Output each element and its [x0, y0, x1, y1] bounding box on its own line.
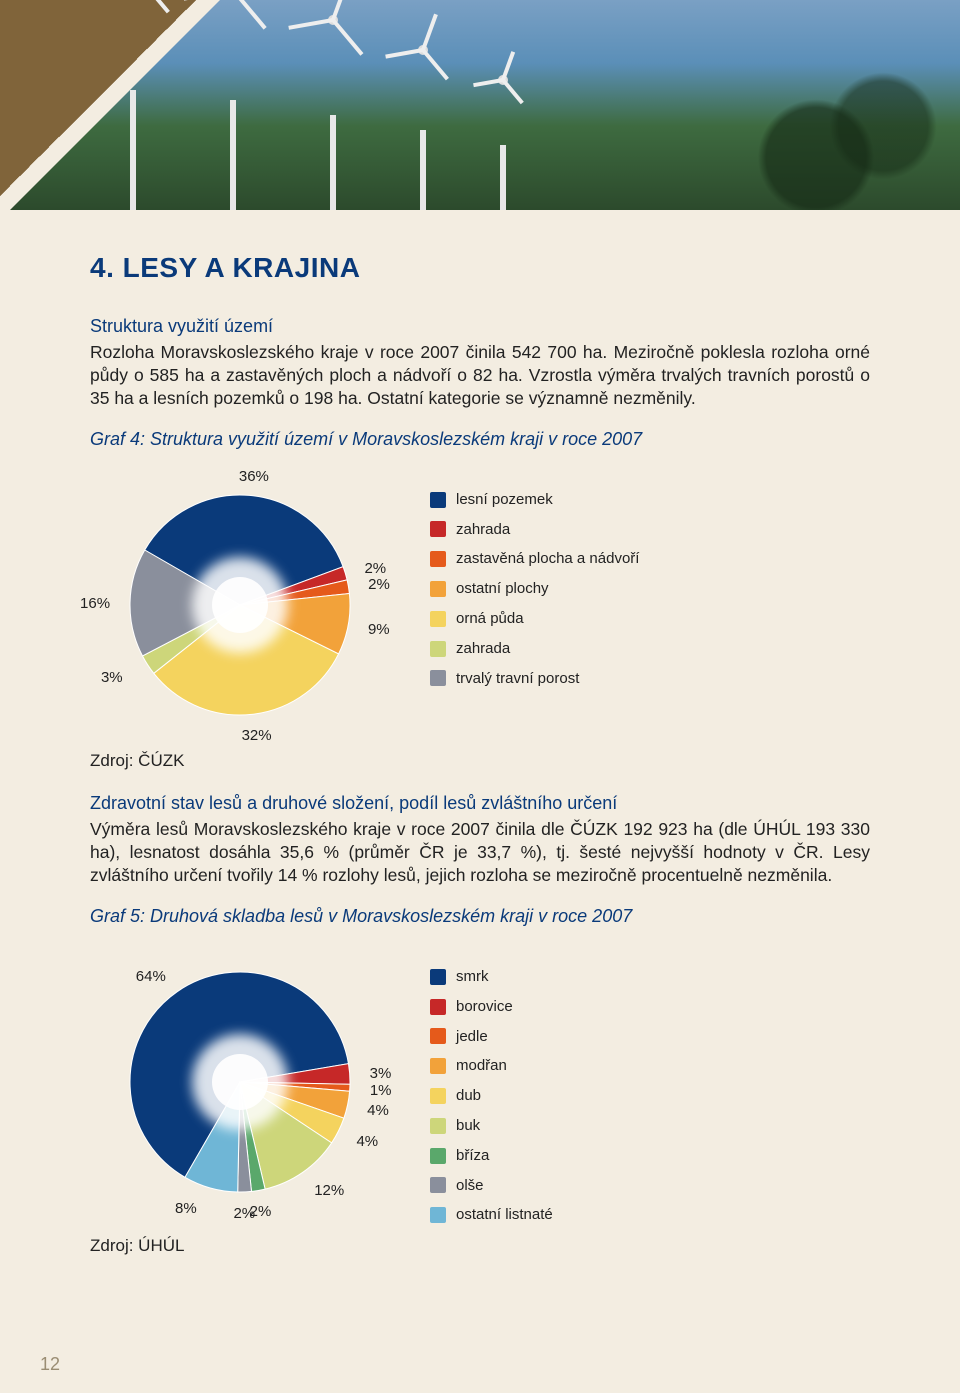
legend-item: ostatní listnaté: [430, 1205, 553, 1225]
pie-pct-label: 1%: [370, 1081, 392, 1101]
legend-swatch: [430, 1177, 446, 1193]
page-content: 4. LESY A KRAJINA Struktura využití územ…: [0, 210, 960, 1258]
pie-pct-label: 9%: [368, 620, 390, 640]
legend-label: smrk: [456, 967, 489, 987]
hero-image: [0, 0, 960, 210]
legend-item: smrk: [430, 967, 553, 987]
legend-swatch: [430, 1118, 446, 1134]
legend-label: orná půda: [456, 609, 524, 629]
legend-item: modřan: [430, 1056, 553, 1076]
pie-pct-label: 64%: [136, 967, 166, 987]
legend-swatch: [430, 999, 446, 1015]
legend-label: zastavěná plocha a nádvoří: [456, 549, 639, 569]
legend-swatch: [430, 581, 446, 597]
pie-pct-label: 8%: [175, 1199, 197, 1219]
chart2-title: Graf 5: Druhová skladba lesů v Moravskos…: [90, 905, 870, 929]
section1-subhead: Struktura využití území: [90, 315, 870, 339]
section1-paragraph: Rozloha Moravskoslezského kraje v roce 2…: [90, 341, 870, 410]
legend-item: zastavěná plocha a nádvoří: [430, 549, 639, 569]
chart1-pie: 36%2%2%9%32%3%16%: [90, 470, 390, 740]
corner-overlay: [0, 0, 260, 210]
legend-swatch: [430, 1148, 446, 1164]
legend-swatch: [430, 611, 446, 627]
chart2-block: 64%3%1%4%4%12%2%2%8% smrkborovicejedlemo…: [90, 947, 870, 1225]
chart2-source: Zdroj: ÚHÚL: [90, 1235, 870, 1257]
wind-turbine: [230, 100, 236, 210]
chart1-title: Graf 4: Struktura využití území v Moravs…: [90, 428, 870, 452]
legend-swatch: [430, 1058, 446, 1074]
section2-paragraph: Výměra lesů Moravskoslezského kraje v ro…: [90, 818, 870, 887]
chart1-block: 36%2%2%9%32%3%16% lesní pozemekzahradaza…: [90, 470, 870, 740]
legend-item: zahrada: [430, 639, 639, 659]
legend-label: lesní pozemek: [456, 490, 553, 510]
pie-pct-label: 4%: [367, 1101, 389, 1121]
chart2-legend: smrk borovice jedle modřan dub buk bříza olše os…: [430, 947, 553, 1225]
legend-label: borovice: [456, 997, 513, 1017]
wind-turbine: [420, 130, 426, 210]
legend-item: jedle: [430, 1027, 553, 1047]
legend-swatch: [430, 551, 446, 567]
wind-turbine: [330, 115, 336, 210]
legend-label: olše: [456, 1176, 484, 1196]
chart1-source: Zdroj: ČÚZK: [90, 750, 870, 772]
legend-item: bříza: [430, 1146, 553, 1166]
legend-label: jedle: [456, 1027, 488, 1047]
page-number: 12: [40, 1354, 60, 1375]
legend-item: buk: [430, 1116, 553, 1136]
pie-pct-label: 2%: [233, 1204, 255, 1224]
legend-item: olše: [430, 1176, 553, 1196]
legend-item: lesní pozemek: [430, 490, 639, 510]
legend-swatch: [430, 641, 446, 657]
pie-pct-label: 16%: [80, 594, 110, 614]
legend-item: zahrada: [430, 520, 639, 540]
page-title: 4. LESY A KRAJINA: [90, 250, 870, 287]
legend-swatch: [430, 1088, 446, 1104]
pie-pct-label: 2%: [368, 575, 390, 595]
legend-label: bříza: [456, 1146, 489, 1166]
pie-pct-label: 3%: [101, 668, 123, 688]
legend-label: ostatní listnaté: [456, 1205, 553, 1225]
legend-label: zahrada: [456, 639, 510, 659]
wind-turbine: [130, 90, 136, 210]
legend-label: ostatní plochy: [456, 579, 549, 599]
legend-label: dub: [456, 1086, 481, 1106]
legend-swatch: [430, 492, 446, 508]
chart2-pie: 64%3%1%4%4%12%2%2%8%: [90, 947, 390, 1217]
wind-turbine: [500, 145, 506, 210]
legend-label: zahrada: [456, 520, 510, 540]
pie-pct-label: 32%: [242, 726, 272, 746]
legend-label: modřan: [456, 1056, 507, 1076]
legend-item: orná půda: [430, 609, 639, 629]
legend-label: trvalý travní porost: [456, 669, 579, 689]
legend-item: borovice: [430, 997, 553, 1017]
section2-subhead: Zdravotní stav lesů a druhové složení, p…: [90, 792, 870, 816]
legend-swatch: [430, 521, 446, 537]
legend-item: trvalý travní porost: [430, 669, 639, 689]
legend-swatch: [430, 670, 446, 686]
chart1-legend: lesní pozemek zahrada zastavěná plocha a n…: [430, 470, 639, 689]
legend-swatch: [430, 1207, 446, 1223]
legend-item: dub: [430, 1086, 553, 1106]
legend-swatch: [430, 969, 446, 985]
pie-pct-label: 4%: [356, 1132, 378, 1152]
legend-item: ostatní plochy: [430, 579, 639, 599]
pie-pct-label: 12%: [314, 1181, 344, 1201]
legend-label: buk: [456, 1116, 480, 1136]
pie-pct-label: 36%: [239, 467, 269, 487]
legend-swatch: [430, 1028, 446, 1044]
